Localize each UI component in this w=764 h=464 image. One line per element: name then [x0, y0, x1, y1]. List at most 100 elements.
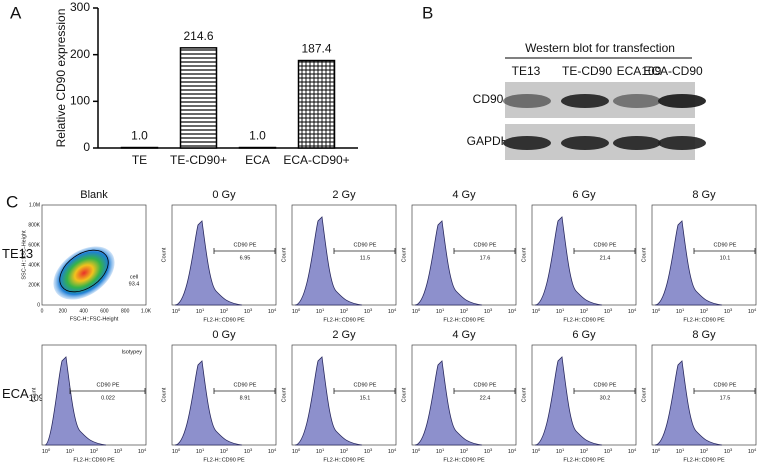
- blot-band: [658, 94, 706, 108]
- x-tick-label: 101: [556, 447, 565, 455]
- x-tick-label: 103: [244, 307, 253, 315]
- tick-base: 10: [484, 449, 490, 455]
- lane-label: ECA109: [617, 64, 662, 78]
- y-tick-label: 0: [83, 140, 90, 154]
- tick-base: 10: [340, 449, 346, 455]
- tick-exponent: 2: [586, 447, 589, 452]
- x-tick-label: 101: [316, 447, 325, 455]
- tick-base: 10: [652, 449, 658, 455]
- tick-exponent: 0: [178, 307, 181, 312]
- tick-base: 10: [316, 309, 322, 315]
- y-tick-label: 400K: [28, 262, 40, 268]
- tick-base: 10: [460, 309, 466, 315]
- tick-exponent: 2: [96, 447, 99, 452]
- x-tick-label: 100: [532, 307, 541, 315]
- tick-base: 10: [484, 309, 490, 315]
- tick-base: 10: [604, 449, 610, 455]
- panel-title: 6 Gy: [572, 189, 596, 201]
- x-tick-label: 102: [580, 447, 589, 455]
- tick-exponent: 1: [682, 447, 685, 452]
- tick-base: 10: [196, 449, 202, 455]
- x-tick-label: 100: [172, 447, 181, 455]
- tick-base: 10: [508, 449, 514, 455]
- tick-base: 10: [340, 309, 346, 315]
- tick-base: 10: [114, 449, 120, 455]
- tick-exponent: 0: [658, 307, 661, 312]
- tick-base: 10: [700, 449, 706, 455]
- tick-exponent: 4: [514, 447, 517, 452]
- gate-value: 21.4: [600, 255, 611, 261]
- blot-band: [503, 136, 551, 150]
- x-tick-label: 104: [268, 447, 277, 455]
- blot-title: Western blot for transfection: [525, 41, 675, 55]
- x-tick-label: 0: [41, 308, 44, 314]
- tick-exponent: 4: [274, 307, 277, 312]
- gate-bar: [213, 248, 276, 254]
- tick-exponent: 2: [466, 307, 469, 312]
- tick-exponent: 4: [754, 447, 757, 452]
- x-axis-label: FL2-H::CD90 PE: [323, 457, 365, 463]
- tick-exponent: 3: [610, 307, 613, 312]
- tick-exponent: 3: [120, 447, 123, 452]
- row-label: TE13: [2, 246, 33, 261]
- x-tick-label: ECA: [245, 153, 270, 167]
- value-label: 187.4: [301, 42, 331, 56]
- tick-base: 10: [388, 449, 394, 455]
- x-tick-label: ECA-CD90+: [283, 153, 349, 167]
- tick-base: 10: [244, 449, 250, 455]
- tick-exponent: 1: [72, 447, 75, 452]
- x-tick-label: 600: [100, 308, 109, 314]
- x-tick-label: 104: [508, 447, 517, 455]
- gate-bar: [69, 388, 146, 394]
- y-tick-label: 800K: [28, 222, 40, 228]
- gate-value: 8.91: [240, 395, 251, 401]
- tick-exponent: 4: [274, 447, 277, 452]
- panel-title: 2 Gy: [332, 189, 356, 201]
- x-tick-label: 400: [79, 308, 88, 314]
- lane-label: TE-CD90: [562, 64, 612, 78]
- histogram: [654, 220, 723, 306]
- x-tick-label: 102: [460, 307, 469, 315]
- lane-label: TE13: [512, 64, 541, 78]
- tick-exponent: 0: [418, 447, 421, 452]
- blot-band: [613, 136, 661, 150]
- x-axis-label: FL2-H::CD90 PE: [683, 457, 725, 463]
- panel-title: Blank: [80, 189, 108, 201]
- x-tick-label: 100: [172, 307, 181, 315]
- tick-exponent: 3: [730, 307, 733, 312]
- y-axis-label: SSC-H::SSC-Height: [21, 230, 27, 280]
- tick-exponent: 1: [562, 307, 565, 312]
- tick-exponent: 3: [250, 447, 253, 452]
- x-tick-label: TE: [132, 153, 147, 167]
- gate-bar: [573, 388, 636, 394]
- tick-base: 10: [436, 449, 442, 455]
- tick-base: 10: [724, 309, 730, 315]
- panel-title: 2 Gy: [332, 329, 356, 341]
- x-tick-label: 100: [292, 447, 301, 455]
- tick-exponent: 1: [562, 447, 565, 452]
- x-tick-label: 104: [748, 307, 757, 315]
- tick-exponent: 0: [178, 447, 181, 452]
- gate-value: 10.1: [720, 255, 731, 261]
- tick-base: 10: [66, 449, 72, 455]
- tick-exponent: 0: [48, 447, 51, 452]
- y-axis-label: Count: [641, 247, 647, 262]
- gate-bar: [333, 248, 396, 254]
- gate: [59, 249, 109, 293]
- x-tick-label: 104: [138, 447, 147, 455]
- tick-exponent: 4: [394, 307, 397, 312]
- x-tick-label: 100: [652, 447, 661, 455]
- density-cloud: [53, 246, 115, 300]
- x-tick-label: 100: [532, 447, 541, 455]
- panel-label: A: [10, 3, 22, 22]
- tick-exponent: 2: [586, 307, 589, 312]
- gate-label: CD90 PE: [714, 382, 737, 388]
- histogram: [414, 220, 483, 306]
- panel-label: B: [422, 3, 433, 22]
- blot-band: [613, 94, 661, 108]
- x-axis-label: FL2-H::CD90 PE: [203, 317, 245, 323]
- x-tick-label: 102: [220, 447, 229, 455]
- x-tick-label: 104: [268, 307, 277, 315]
- value-label: 214.6: [183, 29, 213, 43]
